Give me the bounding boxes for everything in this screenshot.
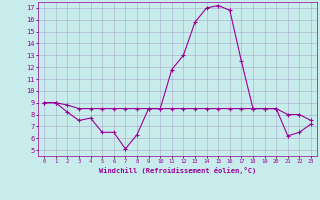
X-axis label: Windchill (Refroidissement éolien,°C): Windchill (Refroidissement éolien,°C) [99, 167, 256, 174]
